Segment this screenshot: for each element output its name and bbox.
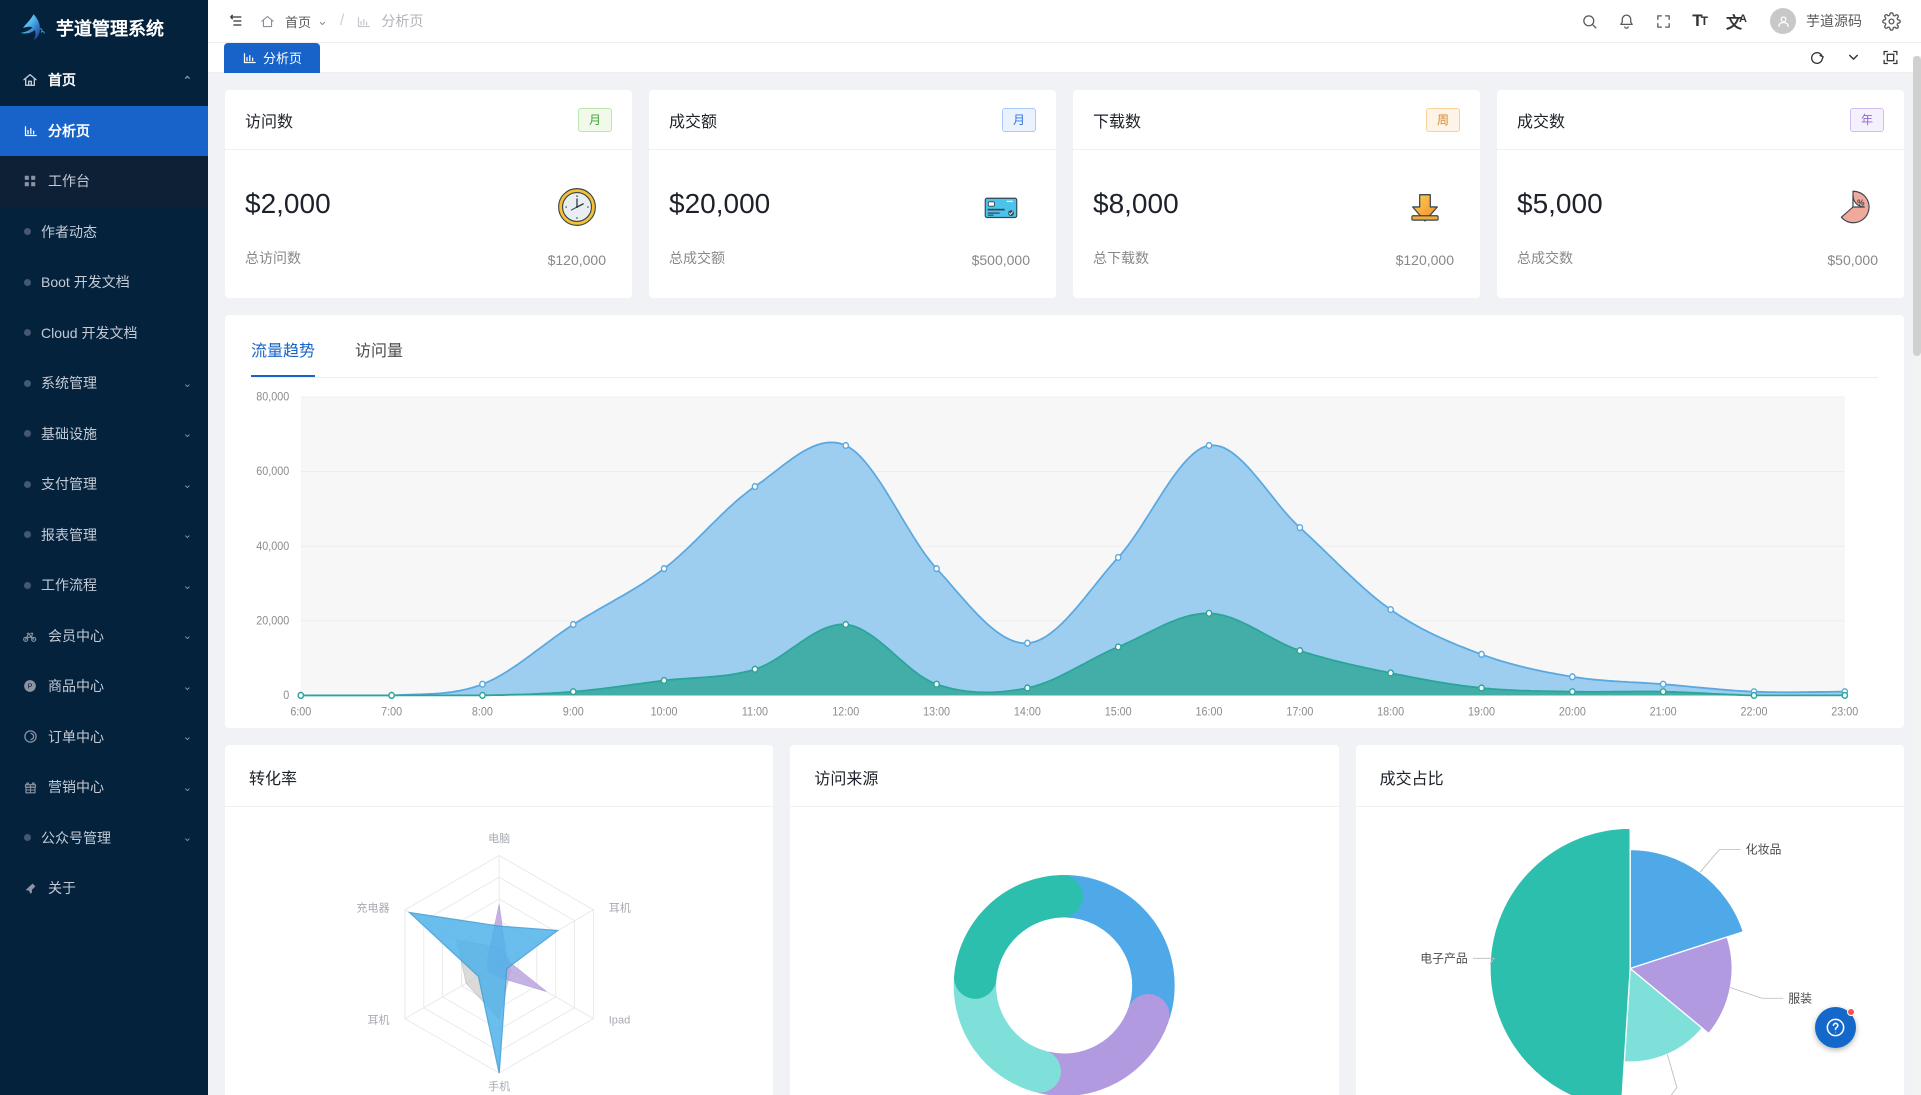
svg-text:17:00: 17:00 (1286, 706, 1313, 718)
svg-text:耳机: 耳机 (367, 1013, 389, 1027)
svg-text:19:00: 19:00 (1468, 706, 1495, 718)
svg-text:0: 0 (283, 690, 289, 703)
svg-text:12:00: 12:00 (832, 706, 859, 718)
svg-text:手机: 手机 (488, 1079, 510, 1093)
svg-text:化妆品: 化妆品 (1745, 843, 1781, 857)
svg-text:18:00: 18:00 (1377, 706, 1404, 718)
svg-text:23:00: 23:00 (1831, 706, 1858, 718)
svg-text:21:00: 21:00 (1650, 706, 1677, 718)
svg-text:14:00: 14:00 (1014, 706, 1041, 718)
svg-text:服装: 服装 (1788, 992, 1812, 1006)
svg-text:16:00: 16:00 (1196, 706, 1223, 718)
svg-text:9:00: 9:00 (563, 706, 584, 718)
svg-text:60,000: 60,000 (256, 466, 289, 479)
svg-text:%: % (1857, 198, 1865, 208)
svg-text:耳机: 耳机 (609, 901, 631, 915)
svg-text:11:00: 11:00 (742, 706, 768, 718)
svg-text:22:00: 22:00 (1740, 706, 1767, 718)
svg-text:8:00: 8:00 (472, 706, 493, 718)
svg-text:15:00: 15:00 (1105, 706, 1132, 718)
svg-text:电脑: 电脑 (488, 832, 510, 845)
svg-text:13:00: 13:00 (923, 706, 950, 718)
svg-text:电子产品: 电子产品 (1420, 952, 1468, 966)
svg-text:Ipad: Ipad (609, 1015, 631, 1027)
svg-text:P: P (28, 684, 33, 691)
svg-text:80,000: 80,000 (256, 391, 289, 404)
svg-text:20:00: 20:00 (1559, 706, 1586, 718)
svg-text:6:00: 6:00 (290, 706, 311, 718)
svg-text:充电器: 充电器 (356, 901, 389, 915)
svg-text:20,000: 20,000 (256, 615, 289, 628)
svg-text:10:00: 10:00 (651, 706, 678, 718)
svg-text:40,000: 40,000 (256, 540, 289, 553)
svg-text:7:00: 7:00 (381, 706, 402, 718)
